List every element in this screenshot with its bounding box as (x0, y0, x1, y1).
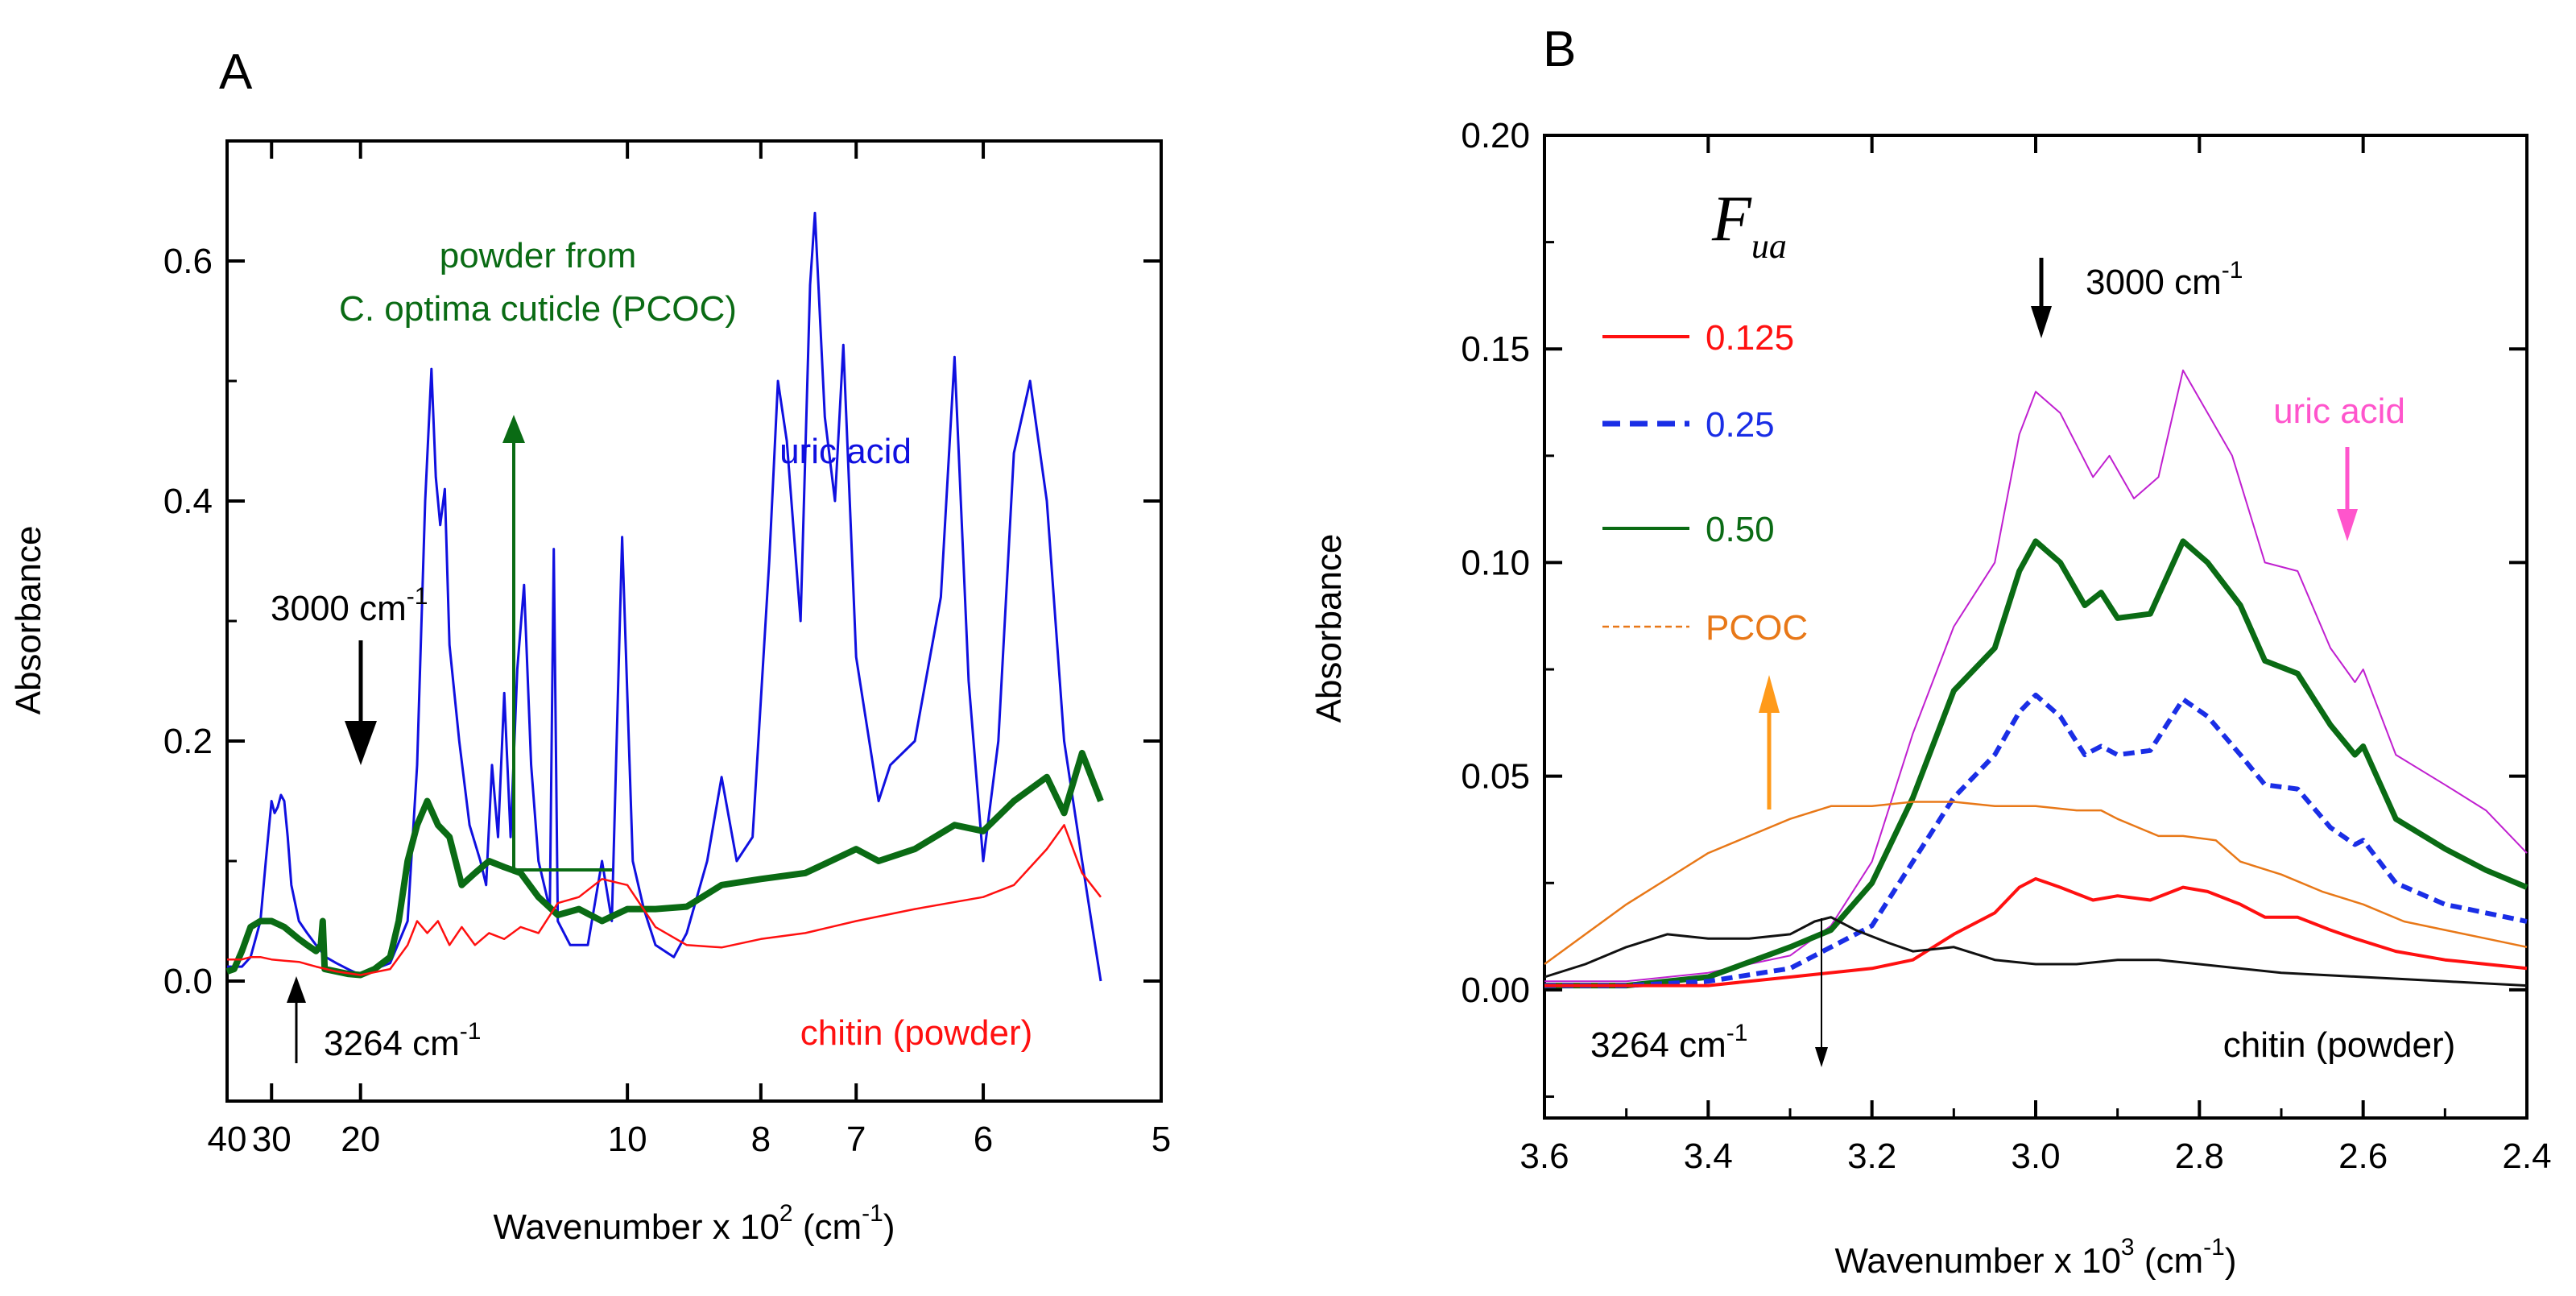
panel-b-x-tick-label: 3.0 (2011, 1137, 2060, 1176)
panel-b-arrow-uric-acid (2337, 447, 2358, 541)
panel-b-y-tick-label: 0.10 (1461, 543, 1530, 582)
panel-a-series (225, 211, 1104, 982)
panel-a-y-tick-label: 0.0 (163, 962, 213, 1001)
legend-label: PCOC (1706, 608, 1808, 648)
panel-a-y-tick-label: 0.2 (163, 722, 213, 761)
panel-b-x-tick-label: 2.6 (2338, 1137, 2388, 1176)
panel-a-peak-3264-label: 3264 cm-1 (324, 1018, 481, 1063)
panel-b-x-tick-label: 3.2 (1847, 1137, 1896, 1176)
panel-a-series-line (225, 749, 1104, 979)
panel-a-x-tick-label: 40 (208, 1120, 247, 1159)
panel-a-x-tick-label: 10 (608, 1120, 647, 1159)
panel-b-y-axis-label: Absorbance (1309, 534, 1349, 723)
panel-b-frame (1543, 134, 2528, 1120)
panel-b-peak-3264-label: 3264 cm-1 (1590, 1020, 1747, 1065)
panel-b-y-tick-label: 0.15 (1461, 329, 1530, 369)
panel-a-pcoc-label-line1: powder from (440, 236, 637, 275)
panel-a-x-tick-label: 8 (751, 1120, 771, 1159)
panel-b-x-tick-label: 2.4 (2502, 1137, 2551, 1176)
panel-a-x-tick-label: 30 (252, 1120, 292, 1159)
legend-title: Fua (1711, 184, 1787, 266)
panel-a-chitin-label: chitin (powder) (800, 1013, 1033, 1053)
panel-b: B 0.00 0.05 0.10 0.15 0.20 3.6 3.4 3.2 3.0 2.8 2.… (1309, 22, 2552, 1281)
legend-label: 0.25 (1706, 405, 1775, 445)
panel-b-x-axis: 3.6 3.4 3.2 3.0 2.8 2.6 2.4 (1520, 135, 2552, 1176)
panel-b-label: B (1543, 22, 1576, 77)
panel-a-xlabel-close: ) (883, 1207, 895, 1247)
legend-label: 0.125 (1706, 318, 1794, 358)
legend-label: 0.50 (1706, 510, 1775, 549)
panel-b-uric-acid-label: uric acid (2273, 391, 2405, 431)
panel-b-y-tick-label: 0.00 (1461, 971, 1530, 1010)
panel-b-series (1544, 369, 2528, 989)
panel-b-x-axis-label: Wavenumber x 103 (cm-1) (1835, 1234, 2237, 1281)
panel-b-peak-3000-label: 3000 cm-1 (2086, 257, 2243, 302)
panel-a-arrow-pcoc-offset (502, 415, 612, 872)
panel-a-xlabel-main: Wavenumber x 10 (494, 1207, 779, 1247)
panel-b-x-tick-label: 3.4 (1684, 1137, 1733, 1176)
panel-a-x-axis: 40 30 20 10 8 7 6 5 (208, 141, 1171, 1159)
panel-a-y-tick-label: 0.6 (163, 242, 213, 281)
panel-b-y-axis: 0.00 0.05 0.10 0.15 0.20 (1461, 116, 2527, 1098)
panel-a-uric-acid-label: uric acid (779, 432, 912, 471)
panel-a: A 0.0 0.2 0.4 0.6 40 30 20 10 8 7 6 5 Absorbance W… (9, 44, 1171, 1247)
panel-b-arrow-3264 (1815, 918, 1828, 1067)
panel-a-series-line (227, 824, 1102, 976)
panel-a-xlabel-exp: 2 (779, 1200, 793, 1227)
panel-a-xlabel-unit: (cm (803, 1207, 862, 1247)
panel-a-x-tick-label: 5 (1152, 1120, 1171, 1159)
panel-b-y-tick-label: 0.05 (1461, 757, 1530, 797)
panel-a-x-tick-label: 20 (341, 1120, 380, 1159)
panel-a-y-axis-label: Absorbance (9, 526, 48, 715)
panel-a-label: A (219, 44, 253, 100)
panel-a-xlabel-unit-exp: -1 (862, 1200, 883, 1227)
panel-b-series-line (1544, 538, 2528, 989)
panel-b-y-tick-label: 0.20 (1461, 116, 1530, 155)
panel-a-y-axis: 0.0 0.2 0.4 0.6 (163, 242, 1161, 1001)
panel-a-arrow-3000 (345, 640, 377, 765)
panel-b-series-line (1544, 801, 2528, 966)
panel-b-arrow-pcoc (1759, 675, 1780, 809)
panel-b-x-tick-label: 2.8 (2175, 1137, 2224, 1176)
panel-a-arrow-3264 (287, 976, 306, 1063)
panel-a-x-tick-label: 6 (974, 1120, 993, 1159)
panel-a-x-tick-label: 7 (846, 1120, 866, 1159)
panel-a-y-tick-label: 0.4 (163, 482, 213, 521)
panel-a-x-axis-label: Wavenumber x 102 (cm-1) (494, 1200, 895, 1247)
panel-b-chitin-label: chitin (powder) (2223, 1025, 2456, 1065)
panel-b-series-line (1544, 916, 2528, 988)
panel-b-arrow-3000 (2031, 258, 2052, 338)
panel-b-x-tick-label: 3.6 (1520, 1137, 1569, 1176)
panel-b-series-line (1544, 692, 2528, 988)
panel-a-peak-3000-label: 3000 cm-1 (271, 583, 428, 628)
panel-b-series-line (1544, 877, 2528, 988)
panel-a-pcoc-label-line2: C. optima cuticle (PCOC) (339, 289, 737, 329)
panel-b-legend: Fua 0.125 0.25 0.50 PCOC (1602, 184, 1808, 648)
panel-b-series-line (1544, 369, 2528, 983)
